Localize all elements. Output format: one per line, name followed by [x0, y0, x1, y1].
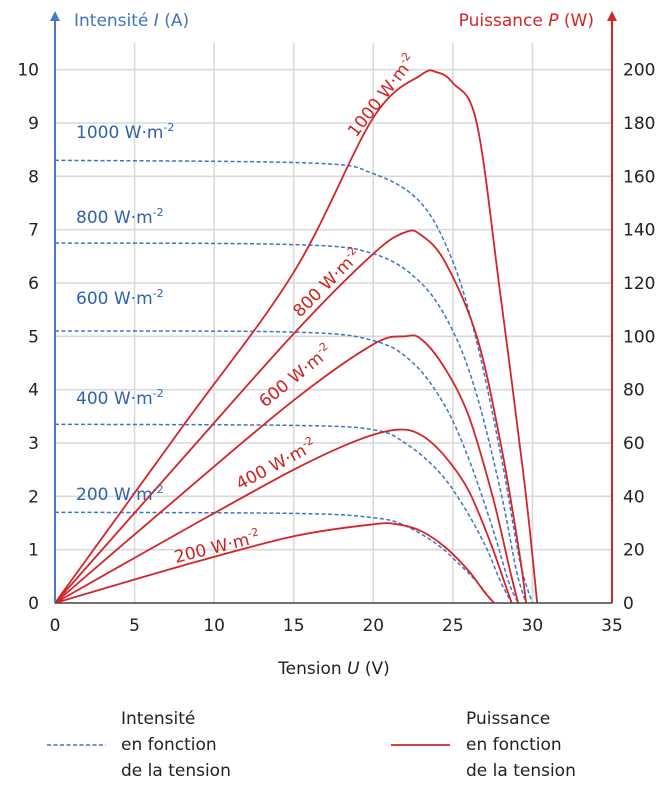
intensity-curve-label-text: 200 W·m — [76, 485, 153, 505]
x-axis-title: Tension U (V) — [277, 659, 390, 679]
intensity-curve-label-exponent: -2 — [153, 287, 164, 300]
tick-labels: 0 5 10 15 20 25 30 3501234567891002040608010012… — [17, 61, 655, 636]
y-left-axis-title: Intensité I (A) — [74, 11, 189, 31]
x-title-unit: (V) — [360, 659, 390, 679]
power-curve — [54, 428, 513, 604]
intensity-curve-label: 800 W·m-2 — [76, 206, 164, 228]
y-right-tick-label: 80 — [623, 381, 645, 401]
legend-power-line-3: de la tension — [466, 761, 576, 781]
intensity-curves — [54, 159, 534, 604]
x-tick-label: 35 — [601, 616, 623, 636]
chart-axes — [50, 11, 617, 604]
x-title-prefix: Tension — [277, 659, 347, 679]
y-right-tick-label: 140 — [623, 221, 655, 241]
intensity-curve-label-text: 1000 W·m — [76, 123, 163, 143]
intensity-curve-label-text: 800 W·m — [76, 208, 153, 228]
power-curve-label: 200 W·m-2 — [172, 525, 262, 568]
power-curve — [54, 69, 539, 604]
y-left-tick-label: 0 — [28, 594, 39, 614]
intensity-curve-label: 600 W·m-2 — [76, 287, 164, 309]
legend-power-line-1: Puissance — [466, 709, 550, 729]
legend: Intensité en fonction de la tension Puis… — [47, 709, 576, 781]
y-left-title-unit: (A) — [159, 11, 189, 31]
y-left-tick-label: 10 — [17, 61, 39, 81]
legend-power-line-2: en fonction — [466, 735, 562, 755]
power-curve-label: 600 W·m-2 — [254, 340, 336, 412]
x-title-symbol: U — [347, 659, 360, 679]
power-curve-label-exponent: -2 — [246, 525, 260, 540]
y-left-tick-label: 4 — [28, 381, 39, 401]
y-left-tick-label: 5 — [28, 327, 39, 347]
y-left-tick-label: 6 — [28, 274, 39, 294]
y-right-title-symbol: P — [548, 11, 559, 31]
intensity-curve-label-exponent: -2 — [163, 121, 174, 134]
y-right-tick-label: 100 — [623, 327, 655, 347]
y-left-tick-label: 8 — [28, 167, 39, 187]
x-tick-label: 20 — [362, 616, 384, 636]
y-left-tick-label: 3 — [28, 434, 39, 454]
y-right-axis-title: Puissance P (W) — [459, 11, 594, 31]
y-right-tick-label: 120 — [623, 274, 655, 294]
intensity-curve — [54, 242, 527, 604]
power-curve — [54, 229, 527, 604]
intensity-curve-label-exponent: -2 — [153, 206, 164, 219]
power-curve-label: 1000 W·m-2 — [343, 50, 421, 141]
x-tick-label: 30 — [522, 616, 544, 636]
x-tick-label: 5 — [129, 616, 140, 636]
x-tick-label: 25 — [442, 616, 464, 636]
x-tick-label: 10 — [203, 616, 225, 636]
x-tick-label: 15 — [283, 616, 305, 636]
y-right-title-unit: (W) — [559, 11, 594, 31]
y-left-title-symbol: I — [154, 11, 159, 31]
y-right-tick-label: 200 — [623, 61, 655, 81]
x-tick-label: 0 — [50, 616, 61, 636]
power-curve — [54, 522, 495, 604]
intensity-curve-label-text: 400 W·m — [76, 389, 153, 409]
y-left-tick-label: 1 — [28, 541, 39, 561]
legend-intensity-line-1: Intensité — [121, 709, 195, 729]
intensity-curve-label-text: 600 W·m — [76, 289, 153, 309]
power-curve-label-text: 200 W·m — [172, 530, 251, 568]
legend-intensity-line-3: de la tension — [121, 761, 231, 781]
y-left-tick-label: 7 — [28, 221, 39, 241]
power-curve — [54, 334, 519, 604]
power-curve-label-text: 1000 W·m — [344, 60, 414, 141]
intensity-curve-label: 1000 W·m-2 — [76, 121, 174, 143]
chart-grid — [55, 43, 612, 603]
y-right-tick-label: 40 — [623, 487, 645, 507]
power-curve-label-exponent: -2 — [300, 434, 316, 451]
intensity-curve-label-exponent: -2 — [153, 483, 164, 496]
y-left-tick-label: 9 — [28, 114, 39, 134]
legend-intensity-line-2: en fonction — [121, 735, 217, 755]
intensity-curve-label: 400 W·m-2 — [76, 387, 164, 409]
y-right-tick-label: 160 — [623, 167, 655, 187]
power-curves — [54, 69, 539, 604]
y-left-tick-label: 2 — [28, 487, 39, 507]
intensity-curve-label: 200 W·m-2 — [76, 483, 164, 505]
intensity-curve — [54, 159, 534, 604]
intensity-curve-label-exponent: -2 — [153, 387, 164, 400]
y-right-title-prefix: Puissance — [459, 11, 549, 31]
intensity-curve — [54, 511, 495, 604]
y-right-tick-label: 60 — [623, 434, 645, 454]
y-right-tick-label: 0 — [623, 594, 634, 614]
y-right-tick-label: 20 — [623, 541, 645, 561]
y-right-tick-label: 180 — [623, 114, 655, 134]
intensity-curve — [54, 330, 519, 604]
y-left-title-prefix: Intensité — [74, 11, 154, 31]
y-right-axis-arrow — [607, 11, 617, 21]
y-left-axis-arrow — [50, 11, 60, 21]
